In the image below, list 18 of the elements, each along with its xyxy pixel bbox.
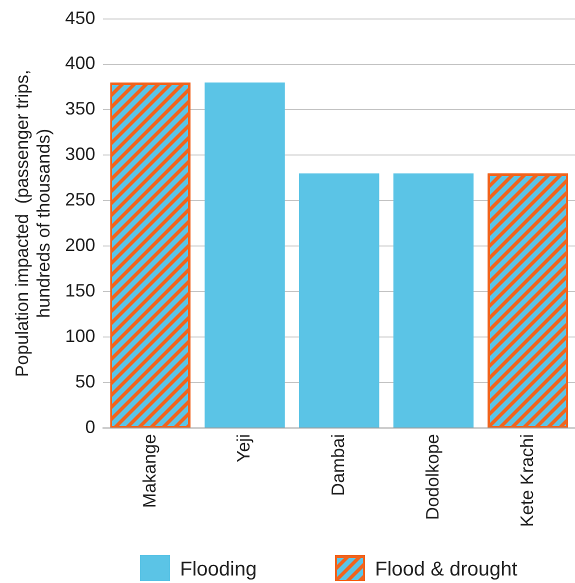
- x-tick-label: Makange: [139, 434, 160, 508]
- y-tick-label: 400: [65, 53, 96, 74]
- y-tick-label: 150: [65, 280, 96, 301]
- x-tick-label: Kete Krachi: [516, 434, 537, 528]
- y-tick-label: 50: [75, 371, 96, 392]
- y-tick-label: 350: [65, 98, 96, 119]
- x-tick-label: Dodolkope: [422, 434, 442, 520]
- y-tick-label: 0: [85, 416, 96, 437]
- y-tick-label: 200: [65, 235, 96, 256]
- x-tick-label: Dambai: [328, 434, 348, 496]
- x-tick-label: Yeji: [234, 434, 254, 462]
- y-tick-label: 450: [65, 8, 96, 28]
- y-tick-label: 100: [65, 326, 96, 346]
- y-tick-label: 250: [65, 190, 96, 210]
- legend-label: Flooding: [180, 558, 257, 581]
- y-axis-title: Population impacted (passenger trips, hundreds of thousands): [12, 70, 54, 377]
- y-tick-label: 300: [65, 144, 96, 164]
- legend-label: Flood & drought: [375, 558, 518, 581]
